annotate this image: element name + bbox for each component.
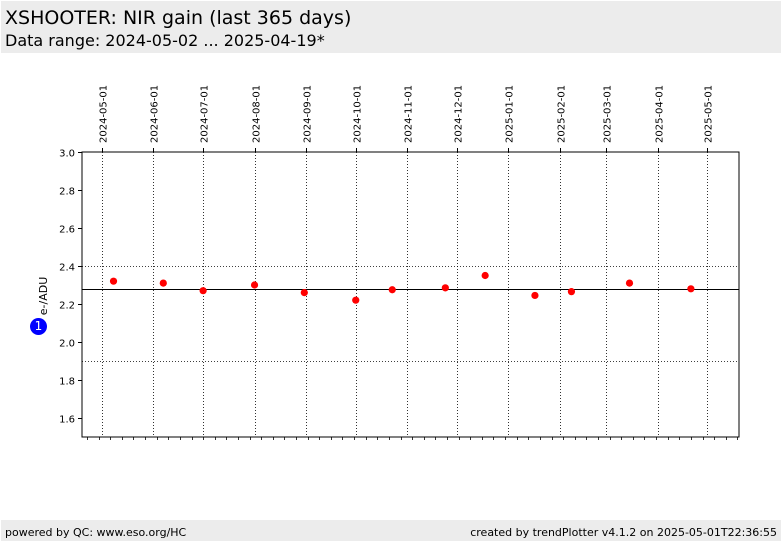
footer-created-by: created by trendPlotter v4.1.2 on 2025-0… [470, 526, 777, 539]
data-point [352, 296, 360, 304]
y-tick-label: 2.0 [59, 339, 75, 350]
data-point [109, 277, 118, 285]
x-tick-label: 2024-06-01 [150, 85, 161, 143]
data-point [531, 291, 539, 300]
data-point [687, 285, 695, 293]
x-tick-label: 2024-07-01 [200, 85, 211, 143]
data-point [481, 271, 489, 280]
group-number-badge: 1 [30, 318, 47, 335]
y-tick-label: 1.8 [59, 377, 75, 388]
y-tick-label: 2.6 [59, 225, 75, 236]
data-point [199, 287, 207, 295]
data-point [159, 279, 167, 287]
x-tick-label: 2024-10-01 [353, 85, 364, 143]
grid-layer [102, 152, 708, 437]
x-tick-label: 2024-08-01 [252, 85, 263, 143]
reference-lines [82, 266, 739, 362]
x-tick-label: 2025-03-01 [603, 85, 614, 143]
y-tick-label: 1.6 [59, 415, 75, 426]
x-tick-label: 2025-05-01 [704, 85, 715, 143]
data-point [300, 289, 308, 297]
y-tick-label: 2.8 [59, 187, 75, 198]
x-tick-label: 2025-04-01 [655, 85, 666, 143]
data-point [567, 288, 576, 296]
axes: 2024-05-01 2024-06-01 2024-07-01 2024-08-01… [59, 85, 738, 440]
data-point [625, 279, 634, 287]
data-points [109, 271, 695, 304]
y-tick-label: 2.2 [59, 301, 75, 312]
footer-powered-by: powered by QC: www.eso.org/HC [5, 526, 187, 539]
x-tick-label: 2024-12-01 [454, 85, 465, 143]
data-point [388, 286, 396, 294]
plot-frame [81, 151, 740, 438]
y-axis-label: e-/ADU [37, 277, 50, 316]
y-tick-label: 3.0 [59, 149, 75, 160]
x-tick-label: 2024-05-01 [99, 85, 110, 143]
x-tick-label: 2025-02-01 [557, 85, 568, 143]
data-range-subtitle: Data range: 2024-05-02 ... 2025-04-19* [5, 31, 325, 50]
x-tick-label: 2024-09-01 [303, 85, 314, 143]
footer-bar: powered by QC: www.eso.org/HC created by… [1, 520, 781, 541]
x-tick-label: 2024-11-01 [404, 85, 415, 143]
y-tick-label: 2.4 [59, 263, 75, 274]
x-tick-label: 2025-01-01 [505, 85, 516, 143]
data-point [441, 284, 449, 292]
chart-title: XSHOOTER: NIR gain (last 365 days) [5, 7, 352, 29]
header-bar: XSHOOTER: NIR gain (last 365 days) Data … [1, 1, 781, 53]
data-point [250, 281, 259, 289]
